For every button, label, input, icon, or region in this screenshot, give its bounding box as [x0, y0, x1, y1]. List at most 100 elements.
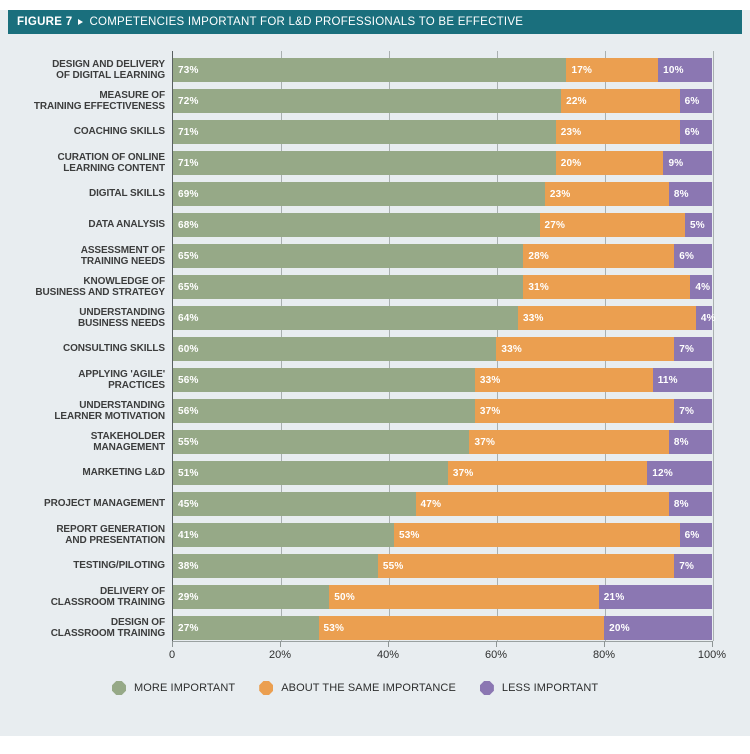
- value-label: 29%: [178, 592, 199, 603]
- value-label: 11%: [657, 375, 678, 386]
- stacked-bar: 55% 37% 8%: [173, 430, 712, 454]
- category-label: DESIGN OF CLASSROOM TRAINING: [0, 617, 173, 640]
- legend-swatch-icon: [259, 681, 274, 695]
- value-label: 8%: [673, 499, 689, 510]
- value-label: 27%: [178, 623, 199, 634]
- bar-segment-less: 6%: [679, 523, 712, 547]
- value-label: 7%: [679, 406, 695, 417]
- bar-row: TESTING/PILOTING 38% 55% 7%: [0, 554, 750, 578]
- stacked-bar: 69% 23% 8%: [173, 182, 712, 206]
- bar-segment-more: 55%: [173, 430, 470, 454]
- legend-swatch-icon: [112, 681, 126, 695]
- stacked-bar: 71% 23% 6%: [173, 120, 712, 144]
- value-label: 53%: [398, 530, 420, 541]
- bar-segment-less: 8%: [668, 430, 712, 454]
- category-label-line: TRAINING EFFECTIVENESS: [33, 101, 165, 112]
- stacked-bar: 56% 37% 7%: [173, 399, 712, 423]
- value-label: 56%: [178, 406, 199, 417]
- bar-segment-less: 10%: [658, 58, 712, 82]
- bar-segment-more: 56%: [173, 368, 475, 392]
- bar-row: UNDERSTANDING BUSINESS NEEDS 64% 33% 4%: [0, 306, 750, 330]
- bar-segment-same: 37%: [474, 399, 675, 423]
- category-label-line: DESIGN OF: [110, 616, 165, 628]
- value-label: 21%: [603, 592, 625, 603]
- bar-row: PROJECT MANAGEMENT 45% 47% 8%: [0, 492, 750, 516]
- value-label: 22%: [566, 96, 587, 107]
- category-label: TESTING/PILOTING: [0, 560, 173, 572]
- stacked-bar: 65% 31% 4%: [173, 275, 712, 299]
- bar-row: DELIVERY OF CLASSROOM TRAINING 29% 50% 21%: [0, 585, 750, 609]
- bar-row: MARKETING L&D 51% 37% 12%: [0, 461, 750, 485]
- bar-row: UNDERSTANDING LEARNER MOTIVATION 56% 37% 7%: [0, 399, 750, 423]
- bar-row: KNOWLEDGE OF BUSINESS AND STRATEGY 65% 31% 4…: [0, 275, 750, 299]
- category-label-line: KNOWLEDGE OF: [83, 275, 165, 287]
- value-label: 10%: [663, 65, 684, 76]
- bar-segment-same: 53%: [318, 616, 605, 640]
- value-label: 45%: [178, 499, 199, 510]
- x-axis-tick: [280, 641, 281, 647]
- bar-segment-less: 9%: [663, 151, 712, 175]
- bar-segment-more: 65%: [173, 275, 524, 299]
- bar-row: MEASURE OF TRAINING EFFECTIVENESS 72% 22% 6%: [0, 89, 750, 113]
- value-label: 17%: [571, 65, 593, 76]
- stacked-bar: 51% 37% 12%: [173, 461, 712, 485]
- value-label: 53%: [323, 623, 345, 634]
- category-label-line: CONSULTING SKILLS: [62, 343, 165, 355]
- bar-segment-same: 33%: [474, 368, 653, 392]
- bar-segment-same: 53%: [393, 523, 680, 547]
- category-label: UNDERSTANDING LEARNER MOTIVATION: [0, 400, 173, 423]
- value-label: 37%: [474, 437, 496, 448]
- category-label: DATA ANALYSIS: [0, 219, 173, 231]
- legend-item: MORE IMPORTANT: [112, 681, 235, 695]
- stacked-bar: 45% 47% 8%: [173, 492, 712, 516]
- figure-header: FIGURE 7 COMPETENCIES IMPORTANT FOR L&D …: [8, 10, 742, 34]
- value-label: 73%: [178, 65, 199, 76]
- category-label-line: TRAINING NEEDS: [80, 256, 165, 267]
- category-label: CONSULTING SKILLS: [0, 343, 173, 355]
- x-axis-tick: [712, 641, 713, 647]
- bar-segment-less: 4%: [690, 275, 712, 299]
- bar-segment-same: 28%: [523, 244, 675, 268]
- bar-row: DESIGN AND DELIVERY OF DIGITAL LEARNING 73…: [0, 58, 750, 82]
- bar-segment-more: 29%: [173, 585, 330, 609]
- value-label: 71%: [178, 127, 199, 138]
- value-label: 51%: [178, 468, 199, 479]
- value-label: 33%: [522, 313, 544, 324]
- bar-segment-same: 55%: [377, 554, 675, 578]
- category-label-line: BUSINESS AND STRATEGY: [35, 287, 165, 298]
- bar-segment-more: 73%: [173, 58, 567, 82]
- bar-segment-same: 22%: [561, 89, 680, 113]
- bar-segment-more: 41%: [173, 523, 394, 547]
- category-label-line: MANAGEMENT: [93, 442, 165, 453]
- x-axis-tick: [388, 641, 389, 647]
- bar-segment-more: 27%: [173, 616, 319, 640]
- bar-row: APPLYING 'AGILE' PRACTICES 56% 33% 11%: [0, 368, 750, 392]
- value-label: 4%: [700, 313, 716, 324]
- bar-segment-more: 69%: [173, 182, 545, 206]
- value-label: 38%: [178, 561, 199, 572]
- category-label-line: OF DIGITAL LEARNING: [56, 70, 165, 81]
- bar-segment-more: 71%: [173, 151, 556, 175]
- category-label-line: DIGITAL SKILLS: [88, 188, 165, 200]
- value-label: 50%: [334, 592, 355, 603]
- value-label: 64%: [178, 313, 199, 324]
- value-label: 8%: [673, 189, 689, 200]
- x-axis-tick-label: 100%: [697, 649, 727, 661]
- x-axis-tick-label: 20%: [268, 649, 292, 661]
- category-label-line: BUSINESS NEEDS: [78, 318, 165, 329]
- category-label-line: CLASSROOM TRAINING: [50, 597, 165, 608]
- category-label: PROJECT MANAGEMENT: [0, 498, 173, 510]
- x-axis-tick: [496, 641, 497, 647]
- value-label: 33%: [501, 344, 523, 355]
- bar-segment-less: 7%: [674, 337, 712, 361]
- stacked-bar: 38% 55% 7%: [173, 554, 712, 578]
- category-label-line: APPLYING 'AGILE': [78, 368, 165, 380]
- category-label: ASSESSMENT OF TRAINING NEEDS: [0, 245, 173, 268]
- bar-segment-less: 6%: [674, 244, 712, 268]
- value-label: 4%: [695, 282, 711, 293]
- category-label-line: DATA ANALYSIS: [88, 219, 165, 231]
- value-label: 56%: [178, 375, 199, 386]
- value-label: 23%: [560, 127, 582, 138]
- stacked-bar: 29% 50% 21%: [173, 585, 712, 609]
- bar-segment-more: 71%: [173, 120, 556, 144]
